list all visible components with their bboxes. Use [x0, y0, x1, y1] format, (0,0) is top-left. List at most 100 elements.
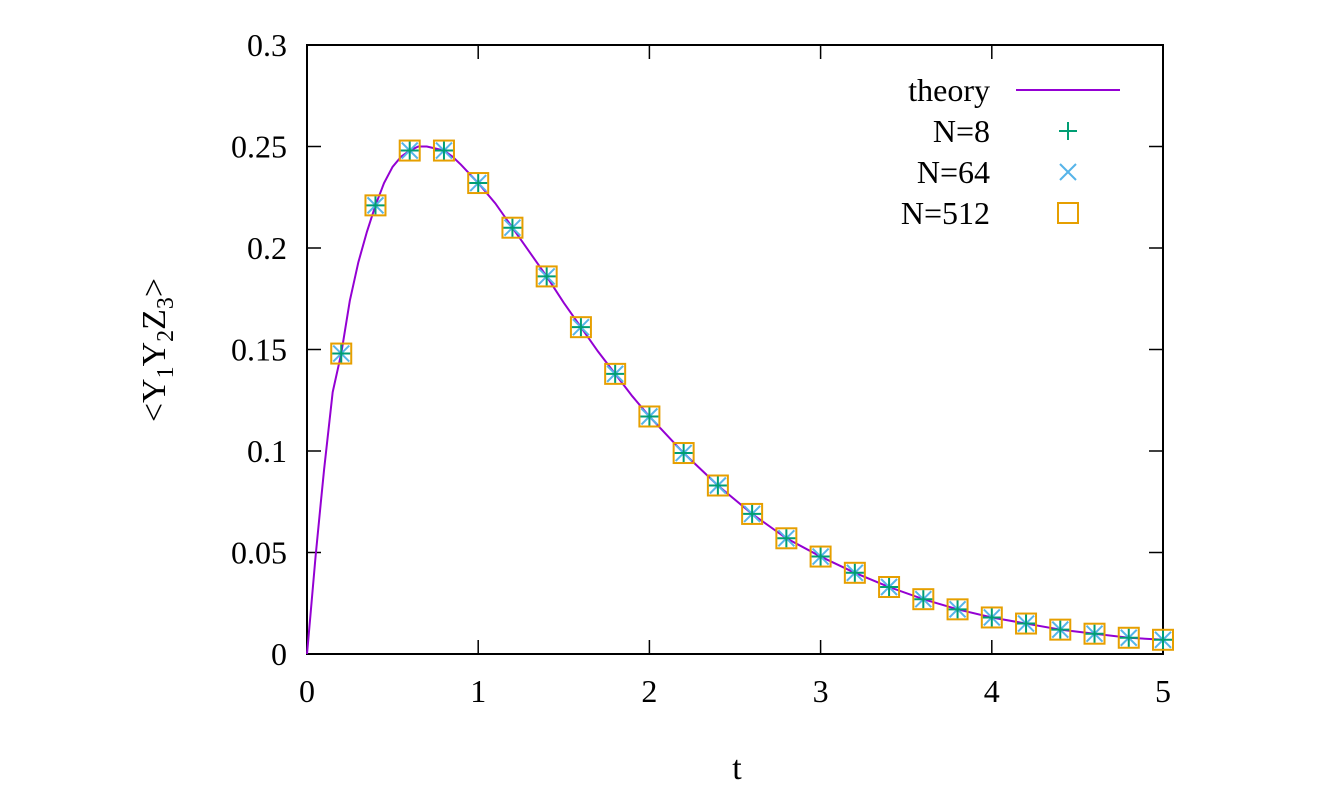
tick-labels: 0 1 2 3 4 5 0 0.05 0.1 0.15 0.2 0.25 0.3	[231, 27, 1171, 709]
data-point	[640, 407, 659, 426]
data-point	[1154, 630, 1172, 649]
data-point	[946, 598, 969, 621]
data-point	[332, 344, 351, 363]
data-point	[809, 545, 832, 568]
x-tick-label: 2	[641, 673, 657, 709]
data-point	[1051, 620, 1070, 639]
data-point	[845, 563, 864, 582]
axes	[306, 44, 1164, 655]
data-point	[467, 172, 490, 195]
square	[1152, 628, 1174, 651]
square	[1049, 618, 1072, 641]
square	[604, 362, 627, 385]
square	[467, 172, 490, 195]
data-point	[537, 267, 556, 286]
series-n-8	[332, 141, 1172, 649]
data-point	[1017, 614, 1036, 633]
legend-label: N=512	[901, 195, 990, 231]
tick-marks	[306, 44, 1164, 655]
data-point	[672, 442, 695, 465]
square	[878, 576, 901, 599]
x-tick-label: 3	[813, 673, 829, 709]
data-point	[569, 316, 592, 339]
y-tick-label: 0.2	[247, 230, 287, 266]
data-point	[1119, 628, 1138, 647]
x-tick-label: 0	[299, 673, 315, 709]
data-point	[982, 608, 1001, 627]
y-tick-label: 0.15	[231, 332, 287, 368]
data-point	[434, 141, 453, 160]
data-point	[878, 576, 901, 599]
data-point	[914, 590, 933, 609]
data-point	[811, 547, 830, 566]
legend-marker	[1057, 202, 1079, 224]
square	[330, 342, 353, 365]
square	[706, 474, 729, 497]
data-point	[1085, 624, 1104, 643]
data-point	[743, 504, 762, 523]
data-point	[604, 362, 627, 385]
data-point	[777, 529, 796, 548]
square	[741, 502, 764, 525]
legend-label: N=8	[933, 113, 990, 149]
data-point	[1015, 612, 1038, 635]
data-point	[843, 561, 866, 584]
square	[432, 139, 455, 162]
data-point	[638, 405, 661, 428]
data-point	[775, 527, 798, 550]
y-tick-label: 0.25	[231, 129, 287, 165]
square	[398, 139, 421, 162]
series-layer	[306, 139, 1174, 655]
square	[535, 265, 558, 288]
data-point	[400, 141, 419, 160]
data-point	[1049, 618, 1072, 641]
square	[501, 216, 524, 239]
data-point	[571, 318, 590, 337]
data-point	[708, 476, 727, 495]
data-point	[503, 218, 522, 237]
x-axis-label: t	[732, 750, 742, 787]
data-point	[980, 606, 1003, 629]
cross-b	[1059, 163, 1077, 181]
square	[1057, 202, 1079, 224]
data-point	[912, 588, 935, 611]
series-n-512	[330, 139, 1174, 651]
square	[809, 545, 832, 568]
square	[1015, 612, 1038, 635]
data-point	[535, 265, 558, 288]
legend-marker	[1059, 163, 1077, 181]
y-tick-label: 0.3	[247, 27, 287, 63]
square	[980, 606, 1003, 629]
y-tick-label: 0.05	[231, 535, 287, 571]
data-point	[1083, 622, 1106, 645]
data-point	[1152, 628, 1174, 651]
plot-frame	[306, 44, 1164, 655]
data-point	[432, 139, 455, 162]
square	[1083, 622, 1106, 645]
y-tick-label: 0.1	[247, 433, 287, 469]
square	[672, 442, 695, 465]
legend: theory N=8 N=64 N=512	[901, 72, 1120, 231]
square	[364, 194, 387, 217]
data-point	[330, 342, 353, 365]
series-line-theory	[306, 145, 1164, 655]
data-point	[674, 444, 693, 463]
data-point	[741, 502, 764, 525]
legend-label: theory	[908, 72, 990, 108]
square	[946, 598, 969, 621]
square	[569, 316, 592, 339]
data-point	[364, 194, 387, 217]
square	[775, 527, 798, 550]
data-point	[501, 216, 524, 239]
data-point	[398, 139, 421, 162]
y-tick-label: 0	[271, 636, 287, 672]
square	[1117, 626, 1140, 649]
x-tick-label: 4	[984, 673, 1000, 709]
data-point	[1117, 626, 1140, 649]
data-point	[948, 600, 967, 619]
legend-label: N=64	[917, 154, 990, 190]
x-tick-label: 5	[1155, 673, 1171, 709]
data-point	[706, 474, 729, 497]
legend-marker	[1059, 122, 1077, 140]
